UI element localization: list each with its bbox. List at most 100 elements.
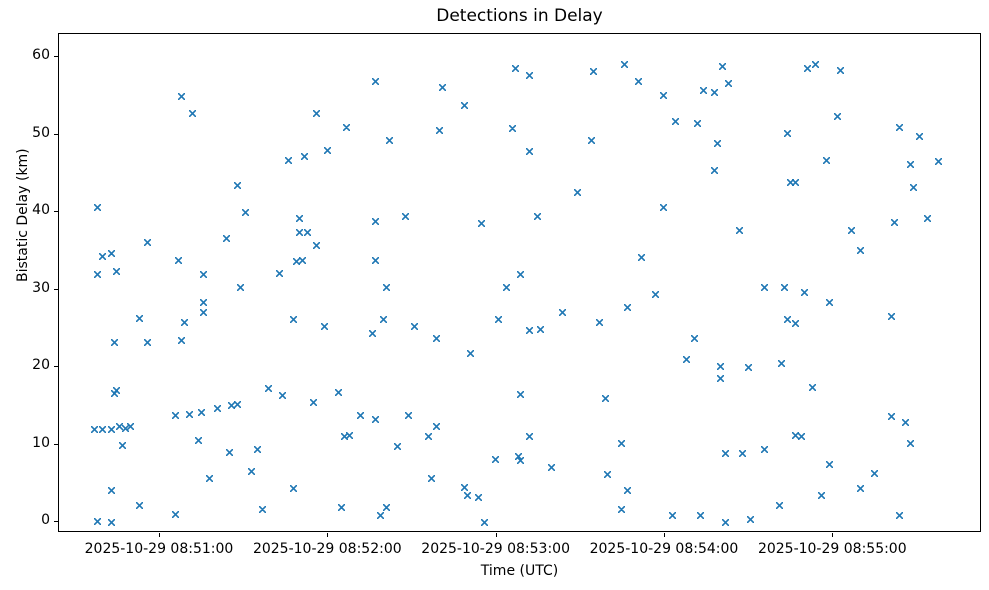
x-tick-label: 2025-10-29 08:52:00 [252,541,402,557]
data-point-marker [825,453,834,468]
data-point-marker [906,432,915,448]
data-point-marker [516,383,525,399]
data-point-marker [620,53,629,69]
data-point-marker [171,404,180,420]
data-point-marker [660,84,668,100]
x-tick-mark [327,533,329,537]
data-point-marker [710,159,719,175]
data-point-marker [174,249,183,265]
data-point-marker [808,376,817,392]
y-tick-label: 50 [32,124,50,141]
data-point-marker [242,201,250,217]
data-point-marker [368,322,377,338]
data-point-marker [460,94,469,110]
y-tick-mark [54,288,58,290]
data-point-marker [199,263,208,279]
y-tick-label: 0 [41,512,50,529]
data-point-marker [320,315,329,331]
data-point-marker [783,308,792,324]
data-point-marker [525,140,534,155]
data-point-marker [511,57,520,73]
data-point-marker [901,411,910,427]
data-point-marker [848,219,856,235]
data-point-marker [786,171,795,186]
data-point-marker [107,418,116,434]
data-point-marker [135,494,144,510]
data-point-marker [188,102,197,117]
data-point-marker [194,429,203,445]
data-point-marker [716,367,724,382]
data-point-marker [284,149,292,165]
data-point-marker [516,263,525,279]
data-point-marker [90,418,99,434]
data-point-marker [713,132,722,148]
x-tick-mark [158,533,160,537]
data-point-marker [143,231,152,247]
data-point-marker [710,81,719,97]
data-point-marker [233,174,242,190]
data-point-marker [205,467,214,482]
data-point-marker [895,504,904,520]
data-point-marker [93,510,102,526]
data-point-marker [410,315,419,331]
y-tick-mark [54,443,58,445]
y-tick-label: 10 [32,434,50,451]
data-point-marker [761,276,769,292]
data-point-marker [300,145,309,161]
x-tick-mark [832,533,834,537]
data-point-marker [393,435,402,451]
data-point-marker [800,281,809,296]
data-point-marker [180,311,189,327]
data-point-marker [258,498,267,513]
data-point-marker [525,64,534,79]
data-point-marker [477,212,486,227]
data-point-marker [295,221,304,237]
data-point-marker [744,356,753,372]
x-tick-mark [663,533,665,537]
data-point-marker [797,425,806,441]
data-point-marker [724,72,733,88]
y-tick-label: 60 [32,47,50,64]
data-point-marker [199,291,208,307]
data-point-marker [401,205,410,221]
data-point-marker [312,102,320,117]
plot-title: Detections in Delay [436,6,603,26]
data-point-marker [228,394,236,410]
data-point-marker [298,249,306,265]
data-point-marker [309,391,318,406]
data-point-marker [222,227,231,243]
data-point-marker [289,477,298,492]
data-point-marker [718,55,727,71]
data-point-marker [909,176,918,192]
data-point-marker [177,329,186,345]
data-point-marker [699,79,708,95]
data-point-marker [887,305,896,321]
data-point-marker [460,476,469,492]
data-point-marker [587,129,595,145]
data-point-marker [617,498,626,514]
data-point-marker [121,417,130,433]
data-point-marker [127,415,135,431]
data-point-marker [371,408,379,424]
data-point-marker [525,319,534,334]
data-point-marker [834,105,842,121]
data-point-marker [110,331,119,347]
data-point-marker [716,355,724,371]
data-point-marker [463,484,472,499]
data-point-marker [671,110,680,126]
data-point-marker [536,318,545,334]
data-point-marker [637,246,646,262]
data-point-marker [289,308,298,324]
data-point-marker [474,486,483,502]
y-tick-label: 30 [32,279,50,296]
data-point-marker [93,196,102,212]
data-point-marker [690,327,699,343]
y-tick-mark [54,211,58,213]
data-point-marker [696,504,705,520]
data-point-marker [595,311,604,327]
data-point-marker [371,249,379,265]
data-point-marker [107,479,116,495]
data-point-marker [264,377,273,393]
data-point-marker [783,122,792,138]
